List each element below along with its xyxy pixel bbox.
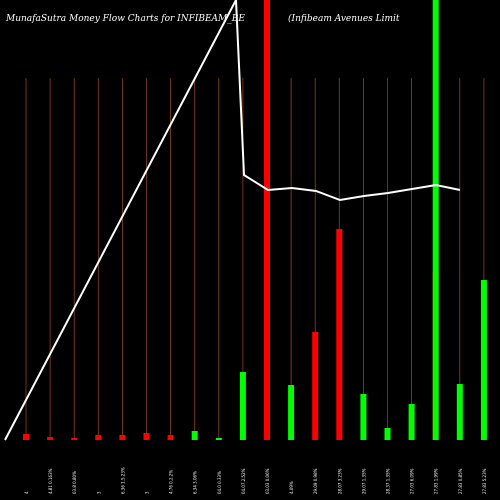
x-tick-label: 27.83 0.85%	[458, 468, 463, 494]
money-flow-bar	[167, 435, 174, 440]
x-tick-label: 28.07 3.23%	[337, 468, 342, 494]
money-flow-bar	[95, 435, 102, 440]
x-tick-label: 03.03 0.06%	[265, 468, 270, 494]
x-tick-label: 4.76 0.2.2%	[169, 470, 174, 494]
x-tick-label: 04.07.2.52%	[241, 468, 246, 494]
money-flow-bar	[47, 437, 54, 440]
money-flow-bar	[360, 394, 367, 440]
x-tick-label: 6.36 1.5.23%	[120, 467, 125, 494]
money-flow-bar	[312, 332, 319, 440]
money-flow-bar	[23, 434, 29, 440]
money-flow-bar	[336, 229, 343, 440]
x-tick-label: 4.09%	[289, 481, 294, 494]
money-flow-bar	[288, 385, 295, 440]
x-tick-label: 29.07 1.35%	[361, 468, 366, 494]
money-flow-bar	[191, 431, 198, 440]
money-flow-bar	[456, 384, 463, 440]
chart-title: MunafaSutra Money Flow Charts for INFIBE…	[6, 14, 245, 24]
money-flow-bar	[384, 428, 391, 440]
x-tick-label: 3	[145, 491, 150, 494]
money-flow-bar	[119, 435, 126, 440]
money-flow-bar	[480, 280, 487, 440]
money-flow-bar	[71, 438, 78, 440]
price-line	[4, 0, 461, 441]
x-tick-label: 4	[24, 491, 29, 494]
x-tick-label: 04.0 0.33%	[217, 471, 222, 494]
money-flow-bar	[215, 438, 222, 440]
x-tick-label: 4.81 0.163%	[48, 468, 53, 494]
x-tick-label: 28.37 1.35%	[386, 468, 391, 494]
x-tick-label: 27.83 5.23%	[482, 468, 487, 494]
money-flow-bar	[408, 404, 415, 440]
money-flow-bar-extended	[432, 0, 439, 440]
x-tick-label: 29.09 0.98%	[313, 468, 318, 494]
money-flow-bar	[143, 433, 150, 440]
chart-subtitle: (Infibeam Avenues Limit	[288, 14, 400, 24]
money-flow-bar	[239, 372, 246, 440]
x-tick-label: 6.34 3.06%	[193, 471, 198, 494]
x-tick-label: 27.03 6.09%	[410, 468, 415, 494]
x-tick-label: 03.8 0.80%	[72, 471, 77, 494]
x-tick-label: 3	[96, 491, 101, 494]
money-flow-bar-extended	[264, 0, 270, 440]
x-tick-label: 27.83 1.99%	[434, 468, 439, 494]
